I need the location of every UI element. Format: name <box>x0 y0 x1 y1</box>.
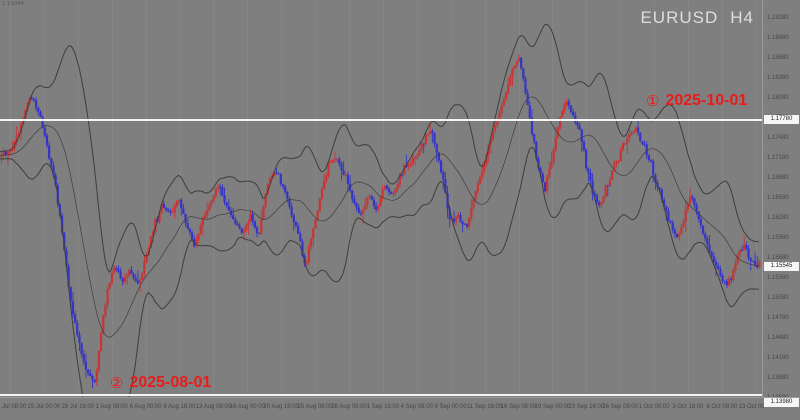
price-axis-label: 1.17480 <box>767 135 789 141</box>
time-axis-label: 29 Jul 16:00 <box>61 404 95 410</box>
time-axis-label: 23 Sep 16:00 <box>568 404 605 410</box>
time-axis-label: 22 Jul 08:00 <box>0 404 27 410</box>
circled-2-marker: ② <box>110 375 124 392</box>
time-axis-label: 4 Sep 08:00 <box>400 404 433 410</box>
price-axis-label: 1.19280 <box>767 15 789 21</box>
annotation-date-oct: 2025-10-01 <box>665 92 748 109</box>
price-axis-label: 1.15380 <box>767 275 789 281</box>
circled-1-marker: ① <box>646 93 660 110</box>
time-axis-label: 1 Aug 08:00 <box>95 404 128 410</box>
price-axis-label: 1.18680 <box>767 55 789 61</box>
price-axis-label: 1.16280 <box>767 215 789 221</box>
horizontal-line-2025-08-01[interactable] <box>0 394 762 396</box>
price-axis-label: 1.15080 <box>767 295 789 301</box>
annotation-date-aug: 2025-08-01 <box>129 374 212 391</box>
time-axis-label: 20 Aug 16:00 <box>263 404 299 410</box>
price-axis[interactable]: 1.19280 1.18980 1.18680 1.18380 1.18080 1.177… <box>762 0 800 401</box>
time-axis-label: 25 Jul 00:00 <box>27 404 61 410</box>
time-axis-label: 16 Sep 08:00 <box>500 404 537 410</box>
annotation-2025-08-01[interactable]: ② 2025-08-01 <box>110 374 211 392</box>
current-price-box: 1.15545 <box>764 262 799 271</box>
time-axis-label: 25 Aug 08:00 <box>297 404 333 410</box>
hline-aug-price-box: 1.13980 <box>764 398 799 407</box>
price-axis-label: 1.14780 <box>767 315 789 321</box>
hline-oct-price-box: 1.17780 <box>764 115 799 124</box>
annotation-2025-10-01[interactable]: ① 2025-10-01 <box>646 92 747 110</box>
price-axis-label: 1.16880 <box>767 175 789 181</box>
time-axis-label: 13 Oct 00:00 <box>738 404 764 410</box>
time-axis-label: 8 Oct 08:00 <box>706 404 738 410</box>
time-axis-label: 8 Aug 16:00 <box>163 404 196 410</box>
price-axis-label: 1.18380 <box>767 75 789 81</box>
time-axis-label: 26 Sep 08:00 <box>602 404 639 410</box>
price-axis-label: 1.14480 <box>767 335 789 341</box>
price-axis-label: 1.15680 <box>767 255 789 261</box>
price-axis-label: 1.13880 <box>767 375 789 381</box>
horizontal-line-2025-10-01[interactable] <box>0 119 762 121</box>
price-axis-label: 1.18080 <box>767 95 789 101</box>
time-axis-label: 3 Oct 16:00 <box>672 404 704 410</box>
time-axis-label: 6 Aug 00:00 <box>129 404 162 410</box>
price-axis-label: 1.16580 <box>767 195 789 201</box>
timeframe-label: H4 <box>730 8 754 27</box>
candlestick-chart-canvas[interactable] <box>0 0 762 397</box>
time-axis-label: 13 Aug 08:00 <box>195 404 232 410</box>
price-axis-label: 1.14180 <box>767 355 789 361</box>
time-axis-label: 11 Sep 16:00 <box>466 404 503 410</box>
symbol-label: EURUSD <box>640 8 719 27</box>
price-axis-label: 1.15980 <box>767 235 789 241</box>
corner-value-label: 1.15044 <box>2 1 24 7</box>
time-axis-label: 18 Aug 00:00 <box>229 404 265 410</box>
time-axis-label: 1 Oct 00:00 <box>638 404 670 410</box>
time-axis-label: 28 Aug 00:00 <box>331 404 367 410</box>
time-axis-label: 9 Sep 00:00 <box>434 404 467 410</box>
chart-title: EURUSD H4 <box>640 8 754 28</box>
price-axis-label: 1.18980 <box>767 35 789 41</box>
time-axis-label: 19 Sep 00:00 <box>534 404 571 410</box>
price-axis-label: 1.17180 <box>767 155 789 161</box>
time-axis-label: 1 Sep 16:00 <box>366 404 400 410</box>
